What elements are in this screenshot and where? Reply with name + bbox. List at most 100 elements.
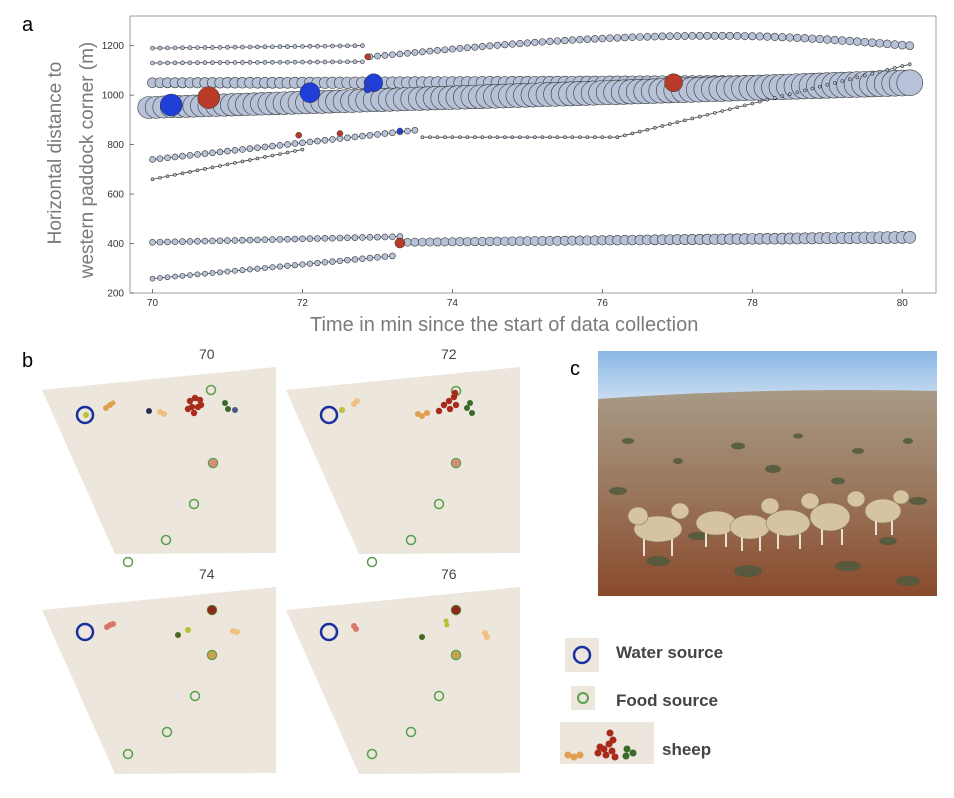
series-point — [255, 60, 260, 65]
series-point — [374, 233, 381, 241]
series-point — [149, 275, 156, 282]
map-title-70: 70 — [199, 346, 215, 362]
sheep-group-beige — [230, 628, 240, 635]
series-point — [883, 39, 892, 49]
series-point — [897, 40, 907, 50]
series-point — [156, 238, 164, 246]
series-point — [695, 31, 704, 40]
series-point — [720, 109, 725, 113]
series-point — [817, 84, 822, 89]
sheep-dot — [207, 605, 217, 615]
series-point — [224, 268, 231, 275]
series-point — [210, 60, 215, 65]
series-point — [180, 60, 185, 66]
series-point — [239, 267, 246, 274]
legend-water-swatch — [565, 638, 599, 672]
series-point — [710, 31, 719, 40]
water-source-icon — [75, 405, 95, 425]
x-axis-title: Time in min since the start of data coll… — [310, 314, 699, 336]
series-point — [284, 235, 291, 243]
y-tick-label: 600 — [107, 190, 124, 201]
series-point — [270, 153, 275, 158]
series-point — [404, 127, 411, 135]
series-point — [733, 31, 742, 40]
series-point — [795, 90, 800, 95]
series-point — [718, 31, 727, 40]
series-point — [591, 35, 599, 43]
series-point — [171, 153, 179, 161]
panel-letter-b: b — [22, 350, 34, 372]
series-point — [345, 43, 350, 49]
sheep-group-green — [464, 400, 475, 416]
series-point — [411, 49, 419, 56]
series-point — [374, 131, 381, 138]
series-point — [254, 236, 261, 244]
series-point — [254, 144, 261, 152]
series-point — [420, 135, 425, 139]
series-point — [838, 36, 847, 45]
series-point — [285, 150, 290, 155]
series-point — [570, 135, 575, 139]
series-point — [802, 88, 807, 93]
series-point — [263, 155, 267, 159]
y-tick-label: 1200 — [102, 41, 125, 52]
series-point — [261, 143, 269, 151]
series-point — [210, 165, 215, 170]
series-point — [419, 48, 426, 56]
series-point — [755, 32, 764, 41]
series-point — [300, 147, 305, 152]
series-point — [224, 237, 231, 244]
series-point — [651, 32, 659, 41]
series-point — [623, 133, 627, 138]
series-point — [877, 69, 882, 74]
series-point — [598, 34, 607, 43]
series-point — [428, 135, 432, 139]
series-point — [285, 44, 290, 49]
series-point — [336, 257, 344, 265]
series-point — [374, 254, 381, 261]
series-point — [314, 235, 321, 242]
water-event-point — [396, 127, 404, 135]
series-point — [246, 145, 254, 152]
series-point — [680, 32, 689, 40]
water-source-icon — [572, 645, 592, 665]
series-point — [180, 45, 185, 51]
sheep-dot — [175, 632, 181, 638]
series-point — [815, 34, 824, 44]
series-point — [630, 131, 635, 136]
series-point — [233, 161, 237, 165]
series-point — [435, 135, 440, 139]
map-74 — [42, 587, 276, 774]
series-point — [329, 136, 336, 143]
series-point — [306, 260, 314, 267]
series-point — [164, 154, 171, 162]
series-point — [495, 135, 500, 139]
series-point — [203, 167, 207, 171]
series-point — [772, 96, 777, 100]
series-point — [269, 264, 276, 271]
series-point — [493, 41, 501, 49]
sheep-legs — [643, 521, 893, 556]
series-point — [225, 60, 230, 65]
series-point — [307, 43, 313, 49]
x-tick-label: 74 — [447, 298, 459, 309]
series-point — [690, 116, 695, 121]
series-point — [606, 34, 614, 42]
series-point — [563, 135, 567, 139]
sheep-group-orange — [351, 398, 360, 407]
series-point — [653, 126, 657, 130]
food-event-point — [364, 53, 371, 61]
series-point — [531, 38, 539, 47]
series-point — [576, 35, 584, 44]
series-point — [247, 60, 253, 65]
series-point — [255, 156, 260, 161]
series-point — [425, 237, 435, 247]
sheep-photo — [598, 351, 937, 596]
sheep-dot — [339, 407, 345, 413]
series-point — [262, 44, 268, 50]
sheep-dot — [419, 634, 425, 640]
series-point — [216, 148, 224, 156]
series-point — [240, 60, 245, 65]
series-point — [426, 47, 434, 55]
series-point — [187, 45, 193, 51]
